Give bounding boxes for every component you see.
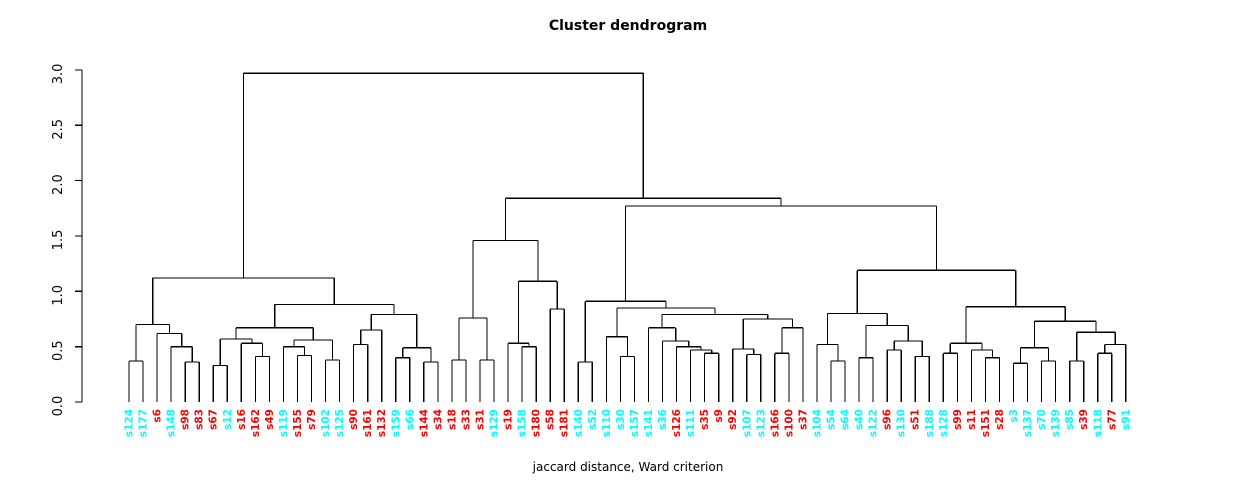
y-axis-tick-label: 2.5 <box>51 119 66 140</box>
leaf-label: s123 <box>755 409 767 437</box>
leaf-label: s162 <box>250 409 262 437</box>
leaf-label: s11 <box>966 409 978 430</box>
leaf-label: s124 <box>124 409 136 437</box>
x-axis-caption: jaccard distance, Ward criterion <box>532 460 724 474</box>
leaf-label: s166 <box>769 409 781 437</box>
leaf-label: s66 <box>404 409 416 430</box>
leaf-label: s6 <box>152 409 164 423</box>
leaf-label: s144 <box>418 409 430 437</box>
leaf-label: s151 <box>980 409 992 437</box>
leaf-label: s18 <box>446 409 458 430</box>
leaf-label: s31 <box>475 409 487 430</box>
leaf-label: s99 <box>952 409 964 430</box>
leaf-label: s49 <box>264 409 276 430</box>
y-axis-tick-label: 3.0 <box>51 64 66 85</box>
leaf-label: s96 <box>882 409 894 430</box>
leaf-label: s92 <box>727 409 739 430</box>
leaf-label: s16 <box>236 409 248 430</box>
leaf-label: s148 <box>166 409 178 437</box>
leaf-label: s177 <box>138 409 150 437</box>
leaf-label: s122 <box>868 409 880 437</box>
leaf-label: s119 <box>278 409 290 437</box>
leaf-label: s3 <box>1008 409 1020 423</box>
leaf-label: s54 <box>826 409 838 430</box>
leaf-label: s111 <box>685 409 697 437</box>
leaf-label: s128 <box>938 409 950 437</box>
leaf-label: s139 <box>1050 409 1062 437</box>
leaf-label: s141 <box>643 409 655 437</box>
leaf-label: s64 <box>840 409 852 430</box>
y-axis-tick-label: 1.5 <box>51 230 66 251</box>
leaf-label: s140 <box>573 409 585 437</box>
leaf-label: s125 <box>334 409 346 437</box>
leaf-label: s39 <box>1078 409 1090 430</box>
leaf-label: s130 <box>896 409 908 437</box>
leaf-label: s34 <box>432 409 444 430</box>
leaf-label: s58 <box>545 409 557 430</box>
leaf-label: s85 <box>1064 409 1076 430</box>
leaf-label: s83 <box>194 409 206 430</box>
leaf-label: s161 <box>362 409 374 437</box>
leaf-label: s110 <box>601 409 613 437</box>
y-axis-tick-label: 0.0 <box>51 396 66 417</box>
leaf-label: s188 <box>924 409 936 437</box>
leaf-label: s67 <box>208 409 220 430</box>
leaf-label: s79 <box>306 409 318 430</box>
leaf-label: s36 <box>657 409 669 430</box>
leaf-label: s129 <box>489 409 501 437</box>
leaf-label: s19 <box>503 409 515 430</box>
leaf-label: s70 <box>1036 409 1048 430</box>
leaf-label: s77 <box>1106 409 1118 430</box>
leaf-label: s12 <box>222 409 234 430</box>
leaf-label: s159 <box>390 409 402 437</box>
leaf-label: s51 <box>910 409 922 430</box>
y-axis-tick-label: 1.0 <box>51 285 66 306</box>
leaf-label: s91 <box>1120 409 1132 430</box>
leaf-label: s118 <box>1092 409 1104 437</box>
leaf-label: s137 <box>1022 409 1034 437</box>
leaf-label: s37 <box>797 409 809 430</box>
leaf-label: s98 <box>180 409 192 430</box>
y-axis-tick-label: 0.5 <box>51 340 66 361</box>
leaf-label: s158 <box>517 409 529 437</box>
leaf-label: s132 <box>376 409 388 437</box>
leaf-label: s157 <box>629 409 641 437</box>
leaf-label: s155 <box>292 409 304 437</box>
y-axis-tick-label: 2.0 <box>51 174 66 195</box>
leaf-label: s33 <box>460 409 472 430</box>
leaf-label: s40 <box>854 409 866 430</box>
leaf-label: s9 <box>713 409 725 423</box>
leaf-label: s107 <box>741 409 753 437</box>
leaf-label: s104 <box>811 409 823 437</box>
leaf-label: s102 <box>320 409 332 437</box>
leaf-label: s90 <box>348 409 360 430</box>
leaf-label: s52 <box>587 409 599 430</box>
leaf-label: s100 <box>783 409 795 437</box>
leaf-label: s28 <box>994 409 1006 430</box>
leaf-label: s180 <box>531 409 543 437</box>
leaf-label: s126 <box>671 409 683 437</box>
leaf-label: s35 <box>699 409 711 430</box>
chart-title: Cluster dendrogram <box>548 18 708 34</box>
leaf-label: s181 <box>559 409 571 437</box>
leaf-label: s30 <box>615 409 627 430</box>
